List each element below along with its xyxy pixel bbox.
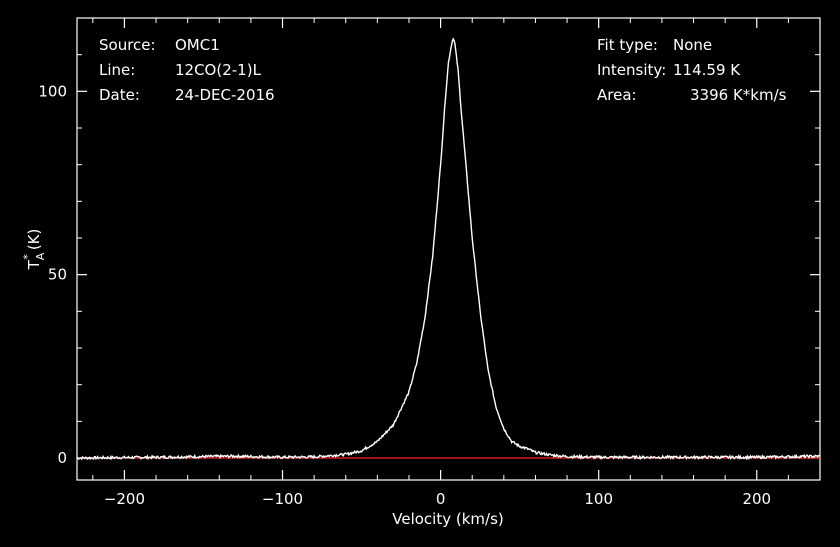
x-tick-label: 200 [742,490,771,508]
y-axis-label-t: T [25,259,43,270]
y-tick-label: 100 [38,82,67,100]
date-value: 24-DEC-2016 [175,86,275,104]
source-value: OMC1 [175,36,220,54]
y-axis-label-sub: A [34,252,47,260]
y-axis-label-unit: (K) [25,229,43,251]
x-tick-label: −200 [104,490,145,508]
svg-text:TA*(K): TA* (K) [21,229,47,271]
date-label: Date: [99,86,140,104]
y-tick-label: 50 [48,266,67,284]
spectrum-series-line [76,37,821,461]
x-axis-label: Velocity (km/s) [392,510,503,528]
y-axis-label: TA* (K) [21,229,47,271]
intensity-label: Intensity: [597,61,667,79]
fit-type-value: None [673,36,713,54]
plot-frame [76,17,821,481]
fit-type-label: Fit type: [597,36,658,54]
source-label: Source: [99,36,156,54]
y-tick-label: 0 [57,449,67,467]
line-value: 12CO(2-1)L [175,61,261,79]
area-label: Area: [597,86,637,104]
line-label: Line: [99,61,136,79]
x-tick-label: 0 [436,490,446,508]
intensity-value: 114.59 K [673,61,741,79]
axis-tick-labels: −200 −100 0 100 200 0 50 100 [38,82,771,508]
x-tick-label: 100 [584,490,613,508]
x-tick-label: −100 [262,490,303,508]
area-value: 3396 K*km/s [690,86,787,104]
y-axis-label-sup: * [21,254,34,260]
